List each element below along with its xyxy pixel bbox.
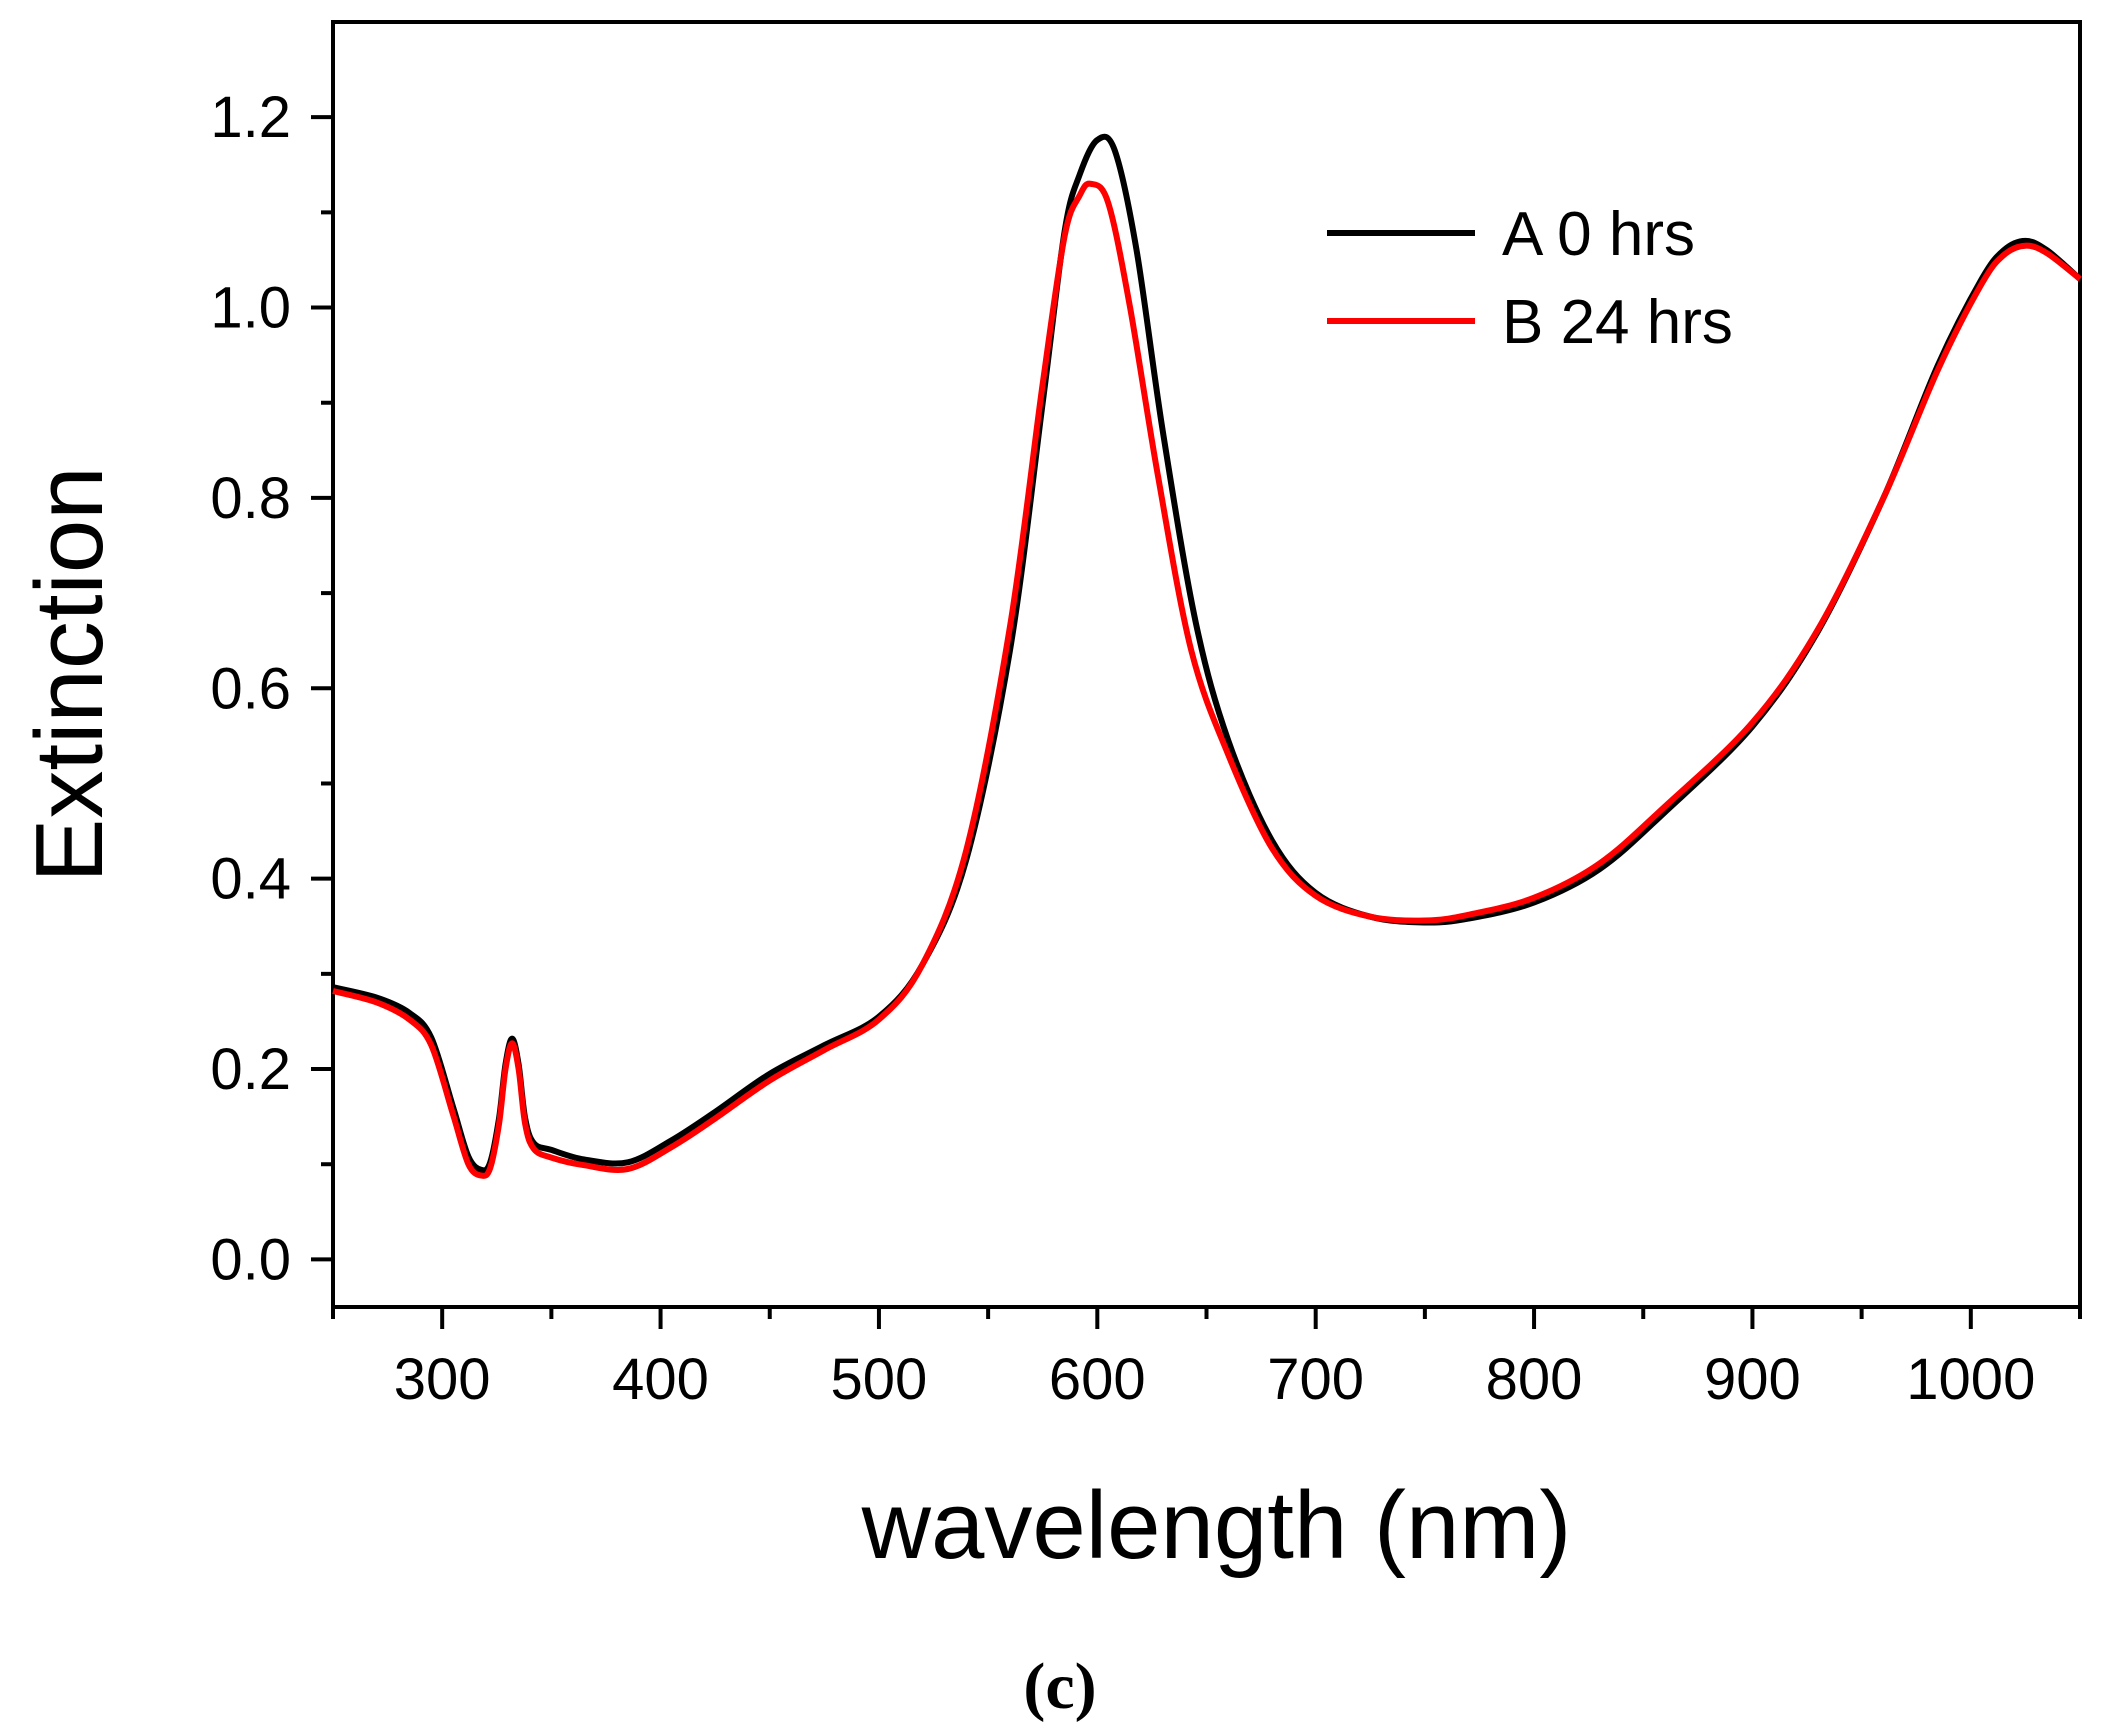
y-tick-label: 0.6	[210, 656, 291, 721]
series-line-a	[332, 133, 2082, 1174]
legend-label-b: B 24 hrs	[1502, 288, 1733, 357]
figure-caption: (c)	[1023, 1650, 1096, 1723]
legend: A 0 hrs B 24 hrs	[1327, 200, 1733, 357]
y-axis-label: Extinction	[16, 466, 123, 882]
x-tick-label: 500	[831, 1347, 928, 1412]
ticks-layer: 300 400 500 600 700 800 900 1000 0.0 0.2 0.4 0.6 0.8…	[210, 85, 2082, 1412]
series-line-b	[332, 180, 2082, 1179]
x-tick-label: 900	[1704, 1347, 1801, 1412]
y-tick-label: 0.4	[210, 847, 291, 912]
x-tick-label: 600	[1049, 1347, 1146, 1412]
x-tick-label: 1000	[1906, 1347, 2035, 1412]
legend-label-a: A 0 hrs	[1502, 200, 1695, 269]
y-tick-label: 0.2	[210, 1037, 291, 1102]
lines-layer	[332, 133, 2082, 1179]
y-tick-label: 1.2	[210, 85, 291, 150]
y-tick-label: 0.8	[210, 466, 291, 531]
x-tick-label: 700	[1267, 1347, 1364, 1412]
x-tick-label: 300	[394, 1347, 491, 1412]
x-tick-label: 400	[612, 1347, 709, 1412]
y-tick-label: 0.0	[210, 1227, 291, 1292]
y-tick-label: 1.0	[210, 276, 291, 341]
x-axis-label: wavelength (nm)	[861, 1472, 1572, 1579]
x-tick-label: 800	[1486, 1347, 1583, 1412]
